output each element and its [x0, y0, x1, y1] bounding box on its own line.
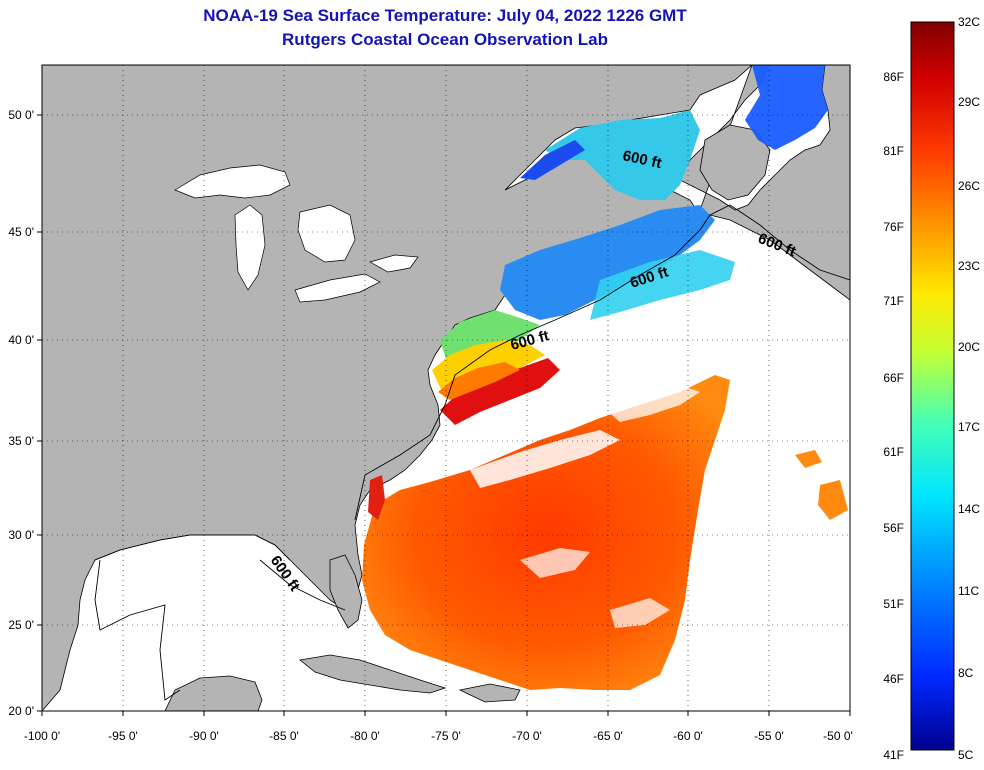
- colorbar-fahrenheit-labels: 86F 81F 76F 71F 66F 61F 56F 51F 46F 41F: [883, 70, 904, 762]
- sst-cloud-streak-4: [610, 598, 670, 628]
- axis-ticks: [37, 114, 851, 716]
- map-title: NOAA-19 Sea Surface Temperature: July 04…: [203, 6, 687, 25]
- colorbar-c-label: 20C: [958, 340, 980, 354]
- sst-gulf-st-lawrence: [545, 110, 700, 200]
- lon-tick-label: -70 0': [512, 729, 542, 743]
- colorbar-c-label: 11C: [958, 584, 979, 598]
- map-subtitle: Rutgers Coastal Ocean Observation Lab: [282, 30, 608, 49]
- colorbar-c-label: 17C: [958, 420, 980, 434]
- lon-tick-label: -95 0': [108, 729, 138, 743]
- sst-gulf-stream: [440, 358, 560, 425]
- lon-tick-label: -90 0': [189, 729, 219, 743]
- colorbar-f-label: 81F: [883, 144, 904, 158]
- isobath-600ft: [94, 204, 850, 701]
- colorbar-f-label: 86F: [883, 70, 904, 84]
- land-cuba: [299, 654, 447, 694]
- lon-tick-label: -60 0': [673, 729, 703, 743]
- land-newfoundland: [699, 124, 771, 201]
- colorbar-f-label: 71F: [883, 294, 904, 308]
- sst-east-patch: [795, 450, 822, 468]
- colorbar-c-label: 26C: [958, 179, 980, 193]
- lat-tick-label: 35 0': [8, 434, 34, 448]
- lon-tick-label: -55 0': [754, 729, 784, 743]
- colorbar-c-label: 5C: [958, 748, 974, 762]
- colorbar-celsius-labels: 32C 29C 26C 23C 20C 17C 14C 11C 8C 5C: [958, 15, 980, 762]
- colorbar: [910, 21, 955, 751]
- great-lakes: [174, 164, 419, 303]
- colorbar-c-label: 14C: [958, 502, 980, 516]
- sst-st-lawrence-estuary: [520, 140, 585, 180]
- sst-florida-strait: [368, 475, 385, 520]
- lat-tick-label: 30 0': [8, 528, 34, 542]
- lat-tick-label: 20 0': [8, 704, 34, 718]
- lon-tick-label: -50 0': [823, 729, 853, 743]
- colorbar-f-label: 56F: [883, 521, 904, 535]
- sst-east-patch-2: [818, 480, 848, 520]
- sst-cloud-streak-1: [470, 430, 620, 488]
- map-area: 600 ft 600 ft 600 ft 600 ft 600 ft: [42, 65, 850, 711]
- lon-tick-label: -75 0': [431, 729, 461, 743]
- colorbar-f-label: 66F: [883, 371, 904, 385]
- sst-scotian-shelf: [500, 205, 715, 320]
- colorbar-f-label: 46F: [883, 672, 904, 686]
- sst-gulf-stream-orange: [438, 362, 520, 400]
- lon-tick-label: -100 0': [24, 729, 60, 743]
- lat-tick-label: 40 0': [8, 333, 34, 347]
- colorbar-c-label: 29C: [958, 95, 980, 109]
- sst-cloud-streak-3: [520, 548, 590, 578]
- lon-tick-label: -80 0': [350, 729, 380, 743]
- colorbar-f-label: 76F: [883, 220, 904, 234]
- land-yucatan: [164, 675, 263, 711]
- colorbar-f-label: 51F: [883, 597, 904, 611]
- lon-tick-label: -65 0': [593, 729, 623, 743]
- lon-tick-label: -85 0': [269, 729, 299, 743]
- sst-cloud-streak-2: [600, 385, 700, 422]
- sst-labrador-sea: [745, 65, 828, 150]
- colorbar-c-label: 32C: [958, 15, 980, 29]
- colorbar-f-label: 61F: [883, 445, 904, 459]
- colorbar-f-label: 41F: [883, 748, 904, 762]
- colorbar-c-label: 8C: [958, 666, 974, 680]
- lat-tick-label: 45 0': [8, 225, 34, 239]
- sst-shelf-edge: [590, 250, 735, 320]
- lon-labels: -100 0' -95 0' -90 0' -85 0' -80 0' -75 …: [24, 729, 853, 743]
- land-hispaniola: [458, 683, 521, 703]
- lat-tick-label: 50 0': [8, 108, 34, 122]
- lat-labels: 20 0' 25 0' 30 0' 35 0' 40 0' 45 0' 50 0…: [8, 108, 34, 718]
- lat-tick-label: 25 0': [8, 618, 34, 632]
- land-florida: [329, 554, 363, 629]
- colorbar-c-label: 23C: [958, 259, 980, 273]
